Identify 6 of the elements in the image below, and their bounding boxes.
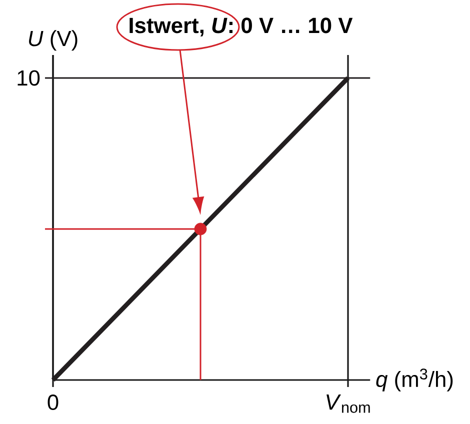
- text: 10: [18, 70, 40, 86]
- x-axis-title: q (m$^{3}$/h): [376, 368, 453, 392]
- x-tick-label: 0: [48, 394, 58, 410]
- y-axis-title: U (V): [29, 30, 78, 51]
- x-tick-label: V$_{nom}$: [326, 394, 370, 413]
- text: Istwert, U: 0 V … 10 V: [130, 18, 353, 36]
